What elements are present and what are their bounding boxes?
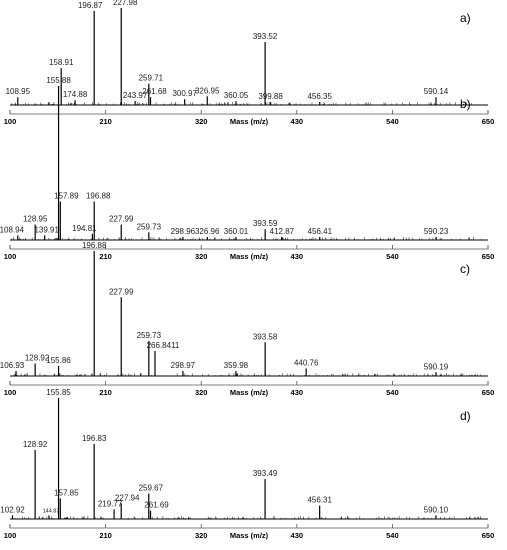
x-tick-label: 100 — [4, 531, 17, 540]
x-tick-label: 540 — [386, 117, 399, 126]
x-axis-line — [9, 381, 489, 386]
peak-label: 128.92 — [25, 354, 50, 363]
peak-label: 227.98 — [113, 0, 138, 7]
x-tick-label: 210 — [99, 531, 112, 540]
x-tick-label: 210 — [99, 117, 112, 126]
panel-label: b) — [460, 97, 471, 111]
peak-label: 196.88 — [82, 241, 107, 250]
peak-label: 157.85 — [54, 488, 79, 497]
x-tick-label: 320 — [195, 117, 208, 126]
peak-label: 359.98 — [224, 361, 249, 370]
peak-label: 259.73 — [137, 331, 162, 340]
peak-label: 196.87 — [78, 1, 103, 10]
peak-label: 259.71 — [139, 74, 164, 83]
peak-label: 440.76 — [294, 359, 319, 368]
x-tick-label: 320 — [195, 531, 208, 540]
peak-label: 590.23 — [424, 227, 449, 236]
peak-label: 196.88 — [86, 192, 111, 201]
peak-label: 266.8411 — [147, 341, 180, 350]
peak-label: 259.67 — [139, 484, 164, 493]
x-axis-label: Mass (m/z) — [230, 252, 269, 261]
x-tick-label: 210 — [99, 252, 112, 261]
peak-label: 393.52 — [253, 32, 278, 41]
peak-label: 106.93 — [0, 361, 25, 370]
peak-label: 243.97 — [123, 91, 148, 100]
peak-label: 155.88 — [46, 76, 71, 85]
x-tick-label: 650 — [482, 252, 495, 261]
peak-label: 194.81 — [72, 224, 97, 233]
peak-label: 108.95 — [6, 87, 31, 96]
peak-label: 590.19 — [424, 362, 449, 371]
peak-label: 360.05 — [224, 91, 249, 100]
x-tick-label: 100 — [4, 388, 17, 397]
peak-label: 259.73 — [137, 222, 162, 231]
x-axis-label: Mass (m/z) — [230, 531, 269, 540]
x-tick-label: 320 — [195, 388, 208, 397]
x-tick-label: 430 — [291, 388, 304, 397]
panel-label: a) — [460, 11, 471, 25]
x-axis-line — [9, 110, 489, 115]
x-tick-label: 100 — [4, 252, 17, 261]
x-tick-label: 540 — [386, 252, 399, 261]
x-axis-label: Mass (m/z) — [230, 117, 269, 126]
peak-label: 158.91 — [49, 58, 74, 67]
peak-label: 128.95 — [23, 215, 48, 224]
peak-label: 456.35 — [307, 92, 332, 101]
peak-label: 261.69 — [144, 501, 169, 510]
peak-label: 393.58 — [253, 332, 278, 341]
peak-label: 144.87 — [43, 508, 60, 514]
peak-label: 157.89 — [54, 192, 79, 201]
peak-label: 300.97 — [172, 89, 197, 98]
panel-label: d) — [460, 409, 471, 423]
peak-label: 108.94 — [0, 225, 25, 234]
x-tick-label: 430 — [291, 531, 304, 540]
peak-label: 456.31 — [307, 496, 332, 505]
peak-label: 155.85 — [46, 388, 71, 397]
peak-label: 393.49 — [253, 469, 278, 478]
x-tick-label: 210 — [99, 388, 112, 397]
x-tick-label: 650 — [482, 117, 495, 126]
peak-label: 326.95 — [195, 86, 220, 95]
peak-label: 227.99 — [109, 287, 134, 296]
peak-label: 590.14 — [424, 87, 449, 96]
peak-label: 128.92 — [23, 440, 48, 449]
x-tick-label: 540 — [386, 531, 399, 540]
peak-label: 298.96 — [171, 227, 196, 236]
x-axis-label: Mass (m/z) — [230, 388, 269, 397]
peak-label: 412.87 — [270, 227, 295, 236]
x-tick-label: 430 — [291, 117, 304, 126]
peak-label: 102.92 — [0, 505, 25, 514]
peak-label: 456.41 — [308, 227, 333, 236]
peak-label: 174.88 — [63, 90, 88, 99]
peak-label: 227.99 — [109, 215, 134, 224]
x-tick-label: 100 — [4, 117, 17, 126]
peak-label: 399.88 — [258, 92, 283, 101]
x-tick-label: 650 — [482, 531, 495, 540]
peak-label: 393.59 — [253, 219, 278, 228]
peak-label: 326.96 — [195, 227, 220, 236]
peak-label: 590.10 — [424, 505, 449, 514]
x-axis-line — [9, 524, 489, 529]
peak-label: 261.68 — [142, 87, 167, 96]
peak-label: 227.94 — [115, 493, 140, 502]
peak-label: 139.91 — [34, 225, 59, 234]
peak-label: 298.97 — [171, 361, 196, 370]
panel-label: c) — [460, 262, 470, 276]
x-tick-label: 540 — [386, 388, 399, 397]
x-tick-label: 320 — [195, 252, 208, 261]
peak-label: 219.77 — [98, 499, 123, 508]
peak-label: 155.86 — [46, 356, 71, 365]
peak-label: 360.01 — [224, 227, 249, 236]
x-tick-label: 650 — [482, 388, 495, 397]
peak-label: 196.83 — [82, 434, 107, 443]
x-tick-label: 430 — [291, 252, 304, 261]
